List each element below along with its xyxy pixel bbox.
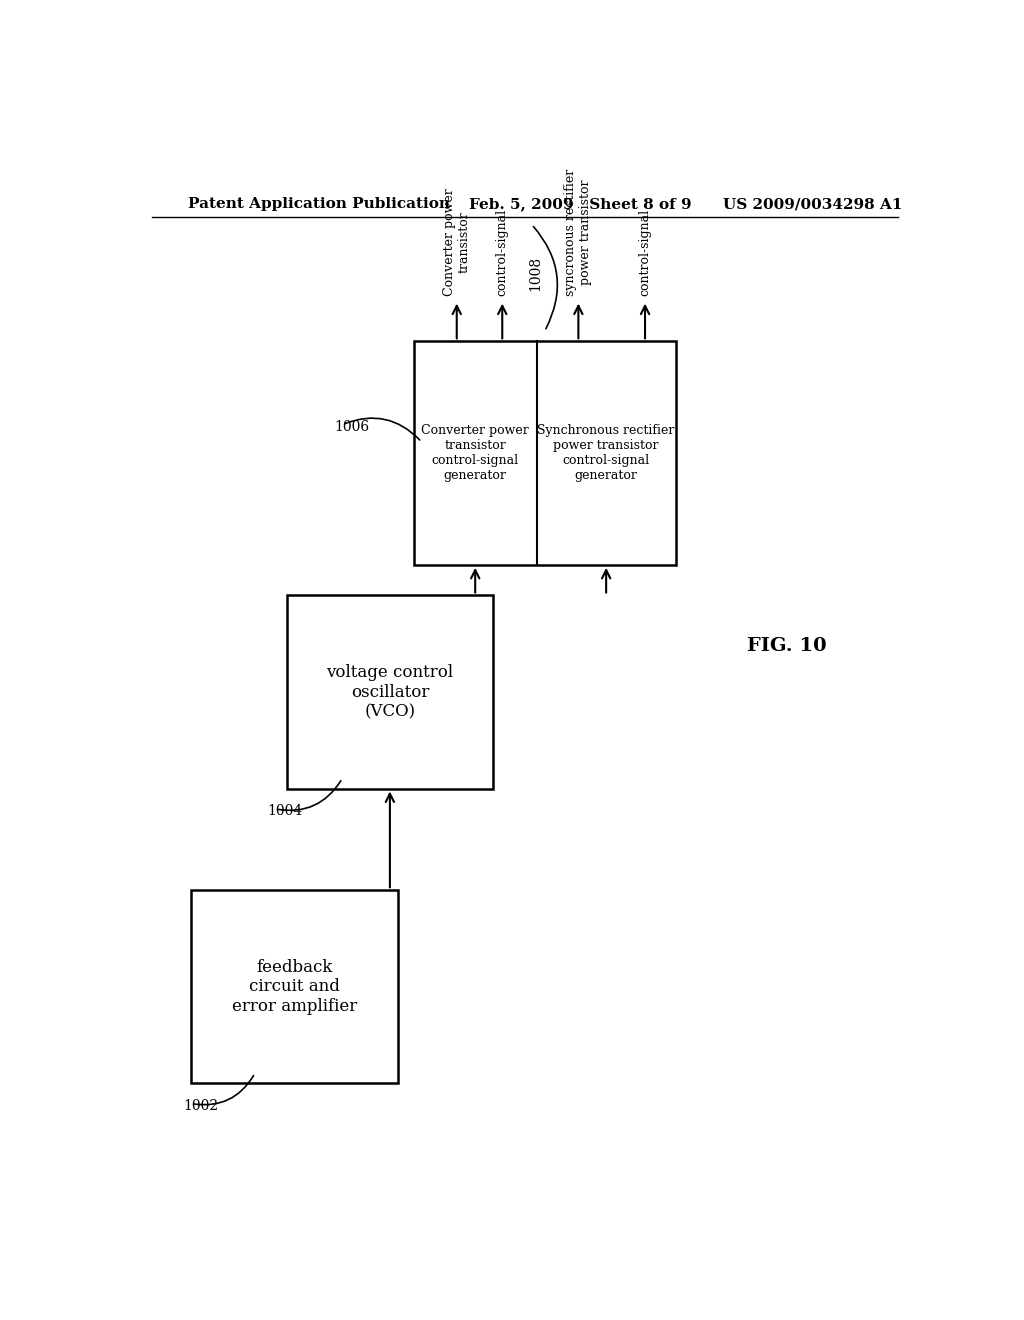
Text: Synchronous rectifier
power transistor
control-signal
generator: Synchronous rectifier power transistor c… bbox=[538, 424, 675, 482]
Bar bbox=[287, 595, 494, 788]
Text: Feb. 5, 2009   Sheet 8 of 9: Feb. 5, 2009 Sheet 8 of 9 bbox=[469, 197, 692, 211]
Bar bbox=[414, 342, 676, 565]
Text: 1008: 1008 bbox=[528, 255, 543, 290]
Text: Patent Application Publication: Patent Application Publication bbox=[187, 197, 450, 211]
Text: voltage control
oscillator
(VCO): voltage control oscillator (VCO) bbox=[327, 664, 454, 721]
Text: control-signal: control-signal bbox=[496, 209, 509, 296]
Text: 1006: 1006 bbox=[334, 420, 370, 433]
Text: US 2009/0034298 A1: US 2009/0034298 A1 bbox=[723, 197, 903, 211]
Bar bbox=[191, 890, 397, 1084]
Text: control-signal: control-signal bbox=[639, 209, 651, 296]
Text: 1002: 1002 bbox=[183, 1098, 219, 1113]
Text: Converter power
transistor
control-signal
generator: Converter power transistor control-signa… bbox=[421, 424, 529, 482]
Text: syncronous rectifier
power transistor: syncronous rectifier power transistor bbox=[564, 169, 592, 296]
Text: 1004: 1004 bbox=[267, 804, 302, 818]
Text: Converter power
transistor: Converter power transistor bbox=[442, 187, 471, 296]
Text: FIG. 10: FIG. 10 bbox=[746, 638, 826, 655]
Text: feedback
circuit and
error amplifier: feedback circuit and error amplifier bbox=[232, 958, 357, 1015]
